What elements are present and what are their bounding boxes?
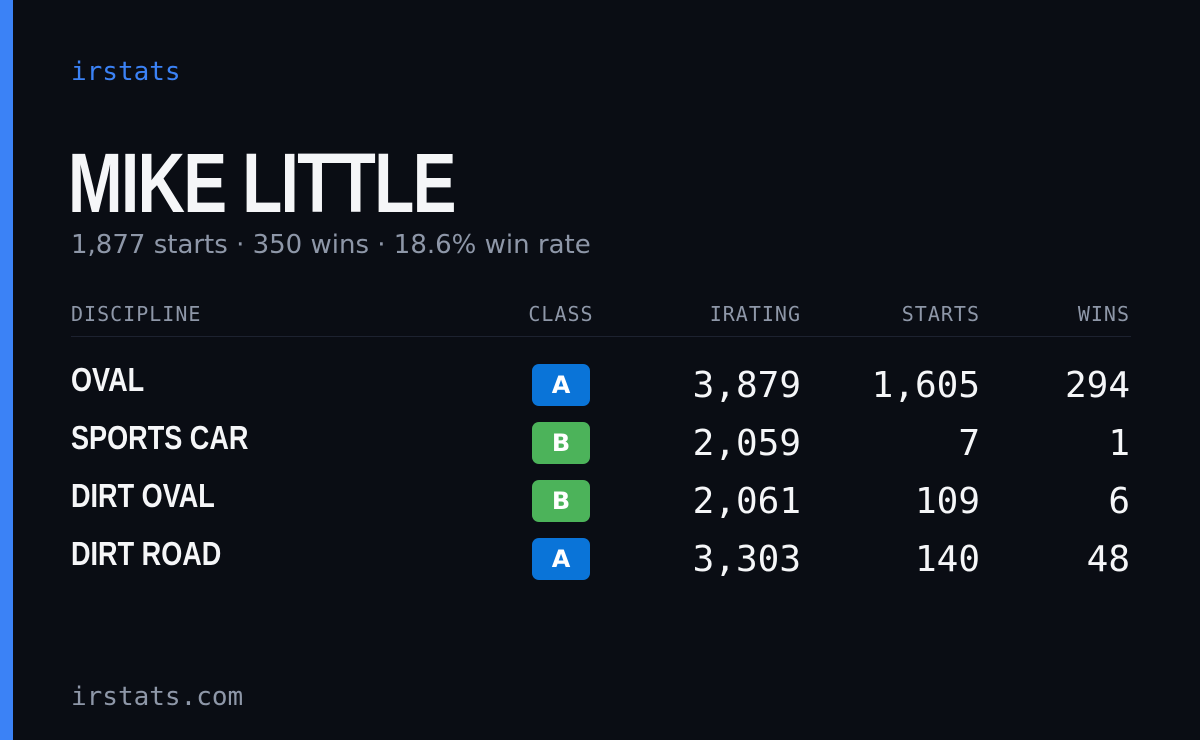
header-starts: STARTS bbox=[901, 302, 980, 326]
footer-url: irstats.com bbox=[71, 682, 244, 712]
brand-logo: irstats bbox=[71, 57, 181, 87]
class-badge: A bbox=[532, 364, 590, 406]
table-row: OVAL A 3,879 1,605 294 bbox=[71, 346, 1131, 406]
accent-bar bbox=[0, 0, 13, 740]
starts-value: 109 bbox=[914, 481, 980, 522]
class-badge: A bbox=[532, 538, 590, 580]
header-wins: WINS bbox=[1077, 302, 1130, 326]
class-badge: B bbox=[532, 480, 590, 522]
starts-value: 1,605 bbox=[871, 365, 980, 406]
stats-table: DISCIPLINE CLASS IRATING STARTS WINS OVA… bbox=[71, 298, 1131, 580]
header-irating: IRATING bbox=[709, 302, 801, 326]
wins-value: 294 bbox=[1064, 365, 1130, 406]
wins-value: 1 bbox=[1108, 423, 1130, 464]
irating-value: 3,303 bbox=[692, 539, 801, 580]
table-row: SPORTS CAR B 2,059 7 1 bbox=[71, 404, 1131, 464]
wins-value: 48 bbox=[1086, 539, 1130, 580]
driver-name: MIKE LITTLE bbox=[68, 136, 456, 230]
driver-summary: 1,877 starts · 350 wins · 18.6% win rate bbox=[71, 230, 591, 260]
header-discipline: DISCIPLINE bbox=[71, 302, 202, 326]
discipline-label: DIRT ROAD bbox=[71, 535, 222, 572]
discipline-label: SPORTS CAR bbox=[71, 419, 249, 456]
table-row: DIRT ROAD A 3,303 140 48 bbox=[71, 520, 1131, 580]
irating-value: 2,059 bbox=[692, 423, 801, 464]
irating-value: 3,879 bbox=[692, 365, 801, 406]
header-class: CLASS bbox=[528, 302, 594, 326]
starts-value: 140 bbox=[914, 539, 980, 580]
discipline-label: DIRT OVAL bbox=[71, 477, 215, 514]
class-badge: B bbox=[532, 422, 590, 464]
irating-value: 2,061 bbox=[692, 481, 801, 522]
wins-value: 6 bbox=[1108, 481, 1130, 522]
starts-value: 7 bbox=[958, 423, 980, 464]
discipline-label: OVAL bbox=[71, 361, 145, 398]
table-row: DIRT OVAL B 2,061 109 6 bbox=[71, 462, 1131, 522]
table-header: DISCIPLINE CLASS IRATING STARTS WINS bbox=[71, 298, 1131, 337]
